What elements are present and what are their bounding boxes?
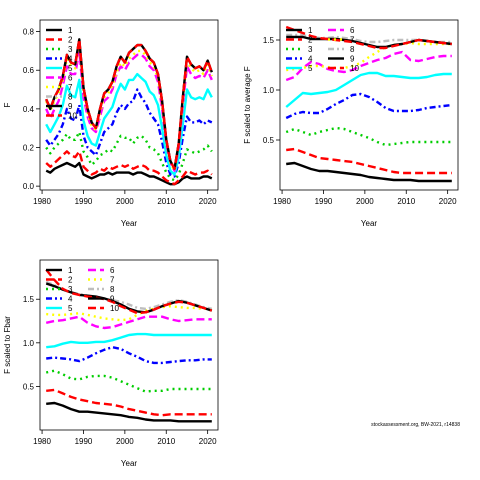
x-tick-label: 2020 xyxy=(199,197,217,206)
x-axis-label: Year xyxy=(361,219,378,228)
y-axis-label: F scaled to Fbar xyxy=(3,316,12,374)
series-line-2 xyxy=(46,388,212,417)
y-tick-label: 0.5 xyxy=(263,136,275,145)
plot-frame xyxy=(39,259,219,431)
legend-label-9: 9 xyxy=(110,295,115,304)
y-axis-label: F xyxy=(3,102,12,107)
series-line-3 xyxy=(45,130,213,182)
x-tick-label: 2010 xyxy=(157,437,175,446)
y-tick-label: 1.0 xyxy=(23,339,35,348)
x-tick-label: 2010 xyxy=(157,197,175,206)
x-tick-label: 1980 xyxy=(33,437,51,446)
plot-frame xyxy=(39,19,219,191)
legend-label-8: 8 xyxy=(110,285,115,294)
legend-label-9: 9 xyxy=(350,55,355,64)
series-line-5 xyxy=(285,71,452,108)
y-tick-label: 0.0 xyxy=(23,182,35,191)
panel-f-avg: 1980 1990 2000 2010 2020 0.5 1.0 1.5 Year F scale… xyxy=(243,19,459,228)
legend-label-10: 10 xyxy=(110,304,119,313)
legend-label-3: 3 xyxy=(68,45,73,54)
x-tick-label: 2020 xyxy=(439,197,457,206)
legend-label-4: 4 xyxy=(308,55,313,64)
panel-fbar: 1980 1990 2000 2010 2020 0.5 1.0 1.5 Year F scale… xyxy=(3,259,219,468)
series-line-6 xyxy=(45,49,213,172)
credit-line: stockassessment.org, BW-2021, r14838 xyxy=(371,422,460,428)
y-tick-label: 0.5 xyxy=(23,382,35,391)
series-line-1 xyxy=(286,161,452,183)
series-line-10 xyxy=(45,38,213,171)
panel-f: 1980 1990 2000 2010 2020 0.0 0.2 0.4 0.6 0.8 Year F… xyxy=(3,19,219,228)
series-line-2 xyxy=(45,150,213,186)
legend-label-1: 1 xyxy=(308,26,313,35)
legend-label-7: 7 xyxy=(110,276,115,285)
legend-label-5: 5 xyxy=(308,64,313,73)
series-line-3 xyxy=(285,126,452,147)
legend-label-8: 8 xyxy=(68,93,73,102)
x-tick-label: 1990 xyxy=(315,197,333,206)
legend-label-9: 9 xyxy=(68,102,73,111)
legend-label-1: 1 xyxy=(68,26,73,35)
x-tick-label: 1980 xyxy=(273,197,291,206)
y-tick-label: 0.2 xyxy=(23,144,35,153)
y-tick-label: 1.5 xyxy=(23,295,35,304)
legend-label-8: 8 xyxy=(350,45,355,54)
series-line-2 xyxy=(286,147,452,175)
series-line-4 xyxy=(46,346,212,365)
legend-label-4: 4 xyxy=(68,295,73,304)
legend-label-2: 2 xyxy=(68,36,73,45)
x-tick-label: 2010 xyxy=(397,197,415,206)
x-tick-label: 1990 xyxy=(75,437,93,446)
legend-label-2: 2 xyxy=(308,36,313,45)
x-tick-label: 2020 xyxy=(199,437,217,446)
y-tick-label: 0.4 xyxy=(23,105,35,114)
series-line-1 xyxy=(45,161,213,186)
series-line-3 xyxy=(45,369,212,393)
legend-label-10: 10 xyxy=(68,112,77,121)
y-axis-label: F scaled to average F xyxy=(243,66,252,143)
legend-label-10: 10 xyxy=(350,64,359,73)
legend-label-4: 4 xyxy=(68,55,73,64)
legend-label-5: 5 xyxy=(68,64,73,73)
legend-label-5: 5 xyxy=(68,304,73,313)
legend-label-2: 2 xyxy=(68,276,73,285)
legend-label-6: 6 xyxy=(350,26,355,35)
x-axis-label: Year xyxy=(121,459,138,468)
legend-label-6: 6 xyxy=(68,74,73,83)
x-tick-label: 2000 xyxy=(116,197,134,206)
legend-label-7: 7 xyxy=(350,36,355,45)
series-line-10 xyxy=(45,268,213,315)
legend-label-1: 1 xyxy=(68,266,73,275)
x-tick-label: 1980 xyxy=(33,197,51,206)
x-axis-label: Year xyxy=(121,219,138,228)
y-tick-label: 0.8 xyxy=(23,28,35,37)
y-tick-label: 1.0 xyxy=(263,86,275,95)
legend-label-3: 3 xyxy=(68,285,73,294)
x-tick-label: 2000 xyxy=(116,437,134,446)
x-tick-label: 2000 xyxy=(356,197,374,206)
x-tick-label: 1990 xyxy=(75,197,93,206)
series-line-6 xyxy=(45,315,212,330)
legend-label-7: 7 xyxy=(68,83,73,92)
y-tick-label: 0.6 xyxy=(23,66,35,75)
series-line-7 xyxy=(286,41,452,72)
series-line-4 xyxy=(45,88,213,178)
legend-label-3: 3 xyxy=(308,45,313,54)
series-line-4 xyxy=(285,92,452,120)
series-line-5 xyxy=(46,332,212,349)
series-line-10 xyxy=(285,25,452,50)
series-line-1 xyxy=(46,401,212,423)
plot-frame xyxy=(279,19,459,191)
series-line-5 xyxy=(45,72,213,176)
y-tick-label: 1.5 xyxy=(263,36,275,45)
legend-label-6: 6 xyxy=(110,266,115,275)
